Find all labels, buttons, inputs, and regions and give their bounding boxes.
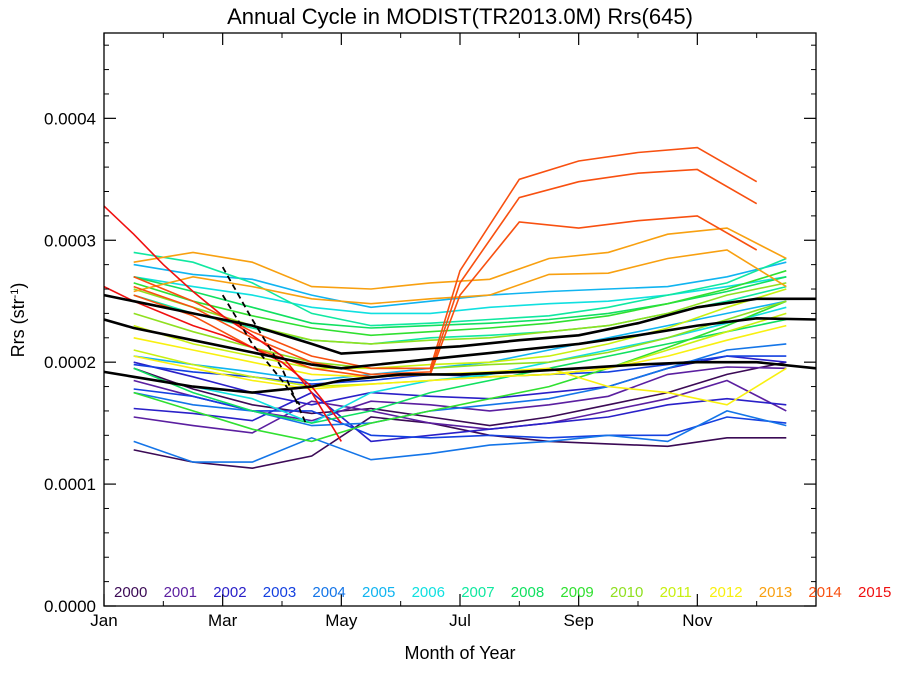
legend-entry-2005: 2005 [362, 584, 395, 601]
legend-entry-2011: 2011 [660, 584, 692, 601]
axis-ticks: 0.0000 0.0001 0.0002 0.0003 0.0004 Jan Mar May J… [44, 33, 816, 630]
series-line-2013-1 [133, 227, 787, 290]
series-line-2008-2 [133, 318, 787, 424]
y-axis-label: Rrs (str-1) [8, 283, 28, 358]
legend-entry-2000: 2000 [114, 584, 147, 601]
legend-entry-2014: 2014 [808, 584, 841, 601]
legend-entry-2015: 2015 [858, 584, 891, 601]
legend-entry-2002: 2002 [213, 584, 246, 601]
legend-entry-2007: 2007 [461, 584, 494, 601]
y-axis-label-superscript: -1 [9, 289, 21, 299]
y-tick-label-1: 0.0000 [44, 597, 96, 616]
x-axis-label: Month of Year [404, 643, 515, 663]
y-axis-label-main: Rrs (str [8, 298, 28, 357]
series-line-2001-1 [133, 379, 787, 434]
legend: 2000 2001 2002 2003 2004 2005 2006 2007 2008 2009… [114, 584, 891, 601]
series-line-2014-1 [133, 146, 758, 370]
series-line-2014-3 [133, 215, 758, 378]
series-line-2010-2 [133, 300, 787, 370]
series-line-2015-2 [103, 285, 342, 424]
series-line-2009-2 [133, 300, 787, 443]
y-tick-label-4: 0.0003 [44, 231, 96, 250]
series-line-2014-2 [133, 168, 758, 376]
series-line-2015-1 [103, 205, 342, 442]
legend-entry-2010: 2010 [610, 584, 643, 601]
x-tick-label-2: Mar [208, 611, 238, 630]
y-tick-label-3: 0.0002 [44, 353, 96, 372]
series-line-2000-2 [133, 361, 787, 427]
x-tick-label-6: Nov [682, 611, 713, 630]
mean-line-2 [103, 316, 817, 370]
legend-entry-2009: 2009 [560, 584, 593, 601]
legend-entry-2006: 2006 [412, 584, 445, 601]
series-line-2011-1 [133, 288, 787, 370]
series-line-2009-1 [133, 269, 787, 337]
series-line-2004-2 [133, 343, 787, 427]
legend-entry-2013: 2013 [759, 584, 792, 601]
legend-entry-2003: 2003 [263, 584, 296, 601]
series-lines [103, 146, 817, 470]
chart-title: Annual Cycle in MODIST(TR2013.0M) Rrs(64… [227, 4, 693, 29]
series-line-2005-2 [133, 300, 787, 382]
series-line-2002-2 [133, 355, 787, 406]
legend-entry-2012: 2012 [709, 584, 742, 601]
legend-entry-2008: 2008 [511, 584, 544, 601]
series-line-2004-1 [133, 410, 787, 463]
y-tick-label-5: 0.0004 [44, 109, 96, 128]
mean-line-1 [103, 293, 816, 355]
legend-entry-2004: 2004 [312, 584, 345, 601]
x-tick-label-4: Jul [449, 611, 471, 630]
x-tick-label-1: Jan [90, 611, 117, 630]
dashed-line-1 [221, 266, 307, 424]
dashed-line-2 [221, 294, 301, 406]
series-line-2005-1 [133, 261, 787, 309]
series-line-2002-1 [133, 391, 787, 443]
y-tick-label-2: 0.0001 [44, 475, 96, 494]
legend-entry-2001: 2001 [164, 584, 197, 601]
x-tick-label-3: May [325, 611, 358, 630]
y-axis-label-close: ) [8, 283, 28, 289]
series-line-2007-1 [133, 251, 787, 327]
series-line-2012-2 [133, 324, 787, 390]
x-tick-label-5: Sep [564, 611, 594, 630]
series-line-2000-1 [133, 416, 787, 470]
mean-line-3 [103, 360, 817, 394]
